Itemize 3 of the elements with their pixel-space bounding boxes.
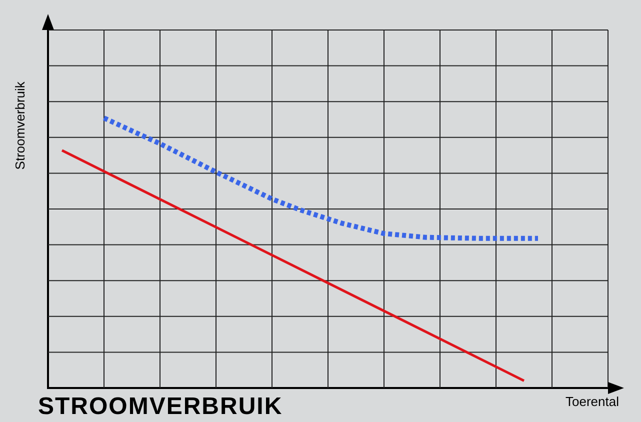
text: STROOMVERBRUIK <box>38 393 283 421</box>
y-axis-title: Stroomverbruik <box>12 82 28 170</box>
x-axis-title: Toerental <box>566 394 619 409</box>
